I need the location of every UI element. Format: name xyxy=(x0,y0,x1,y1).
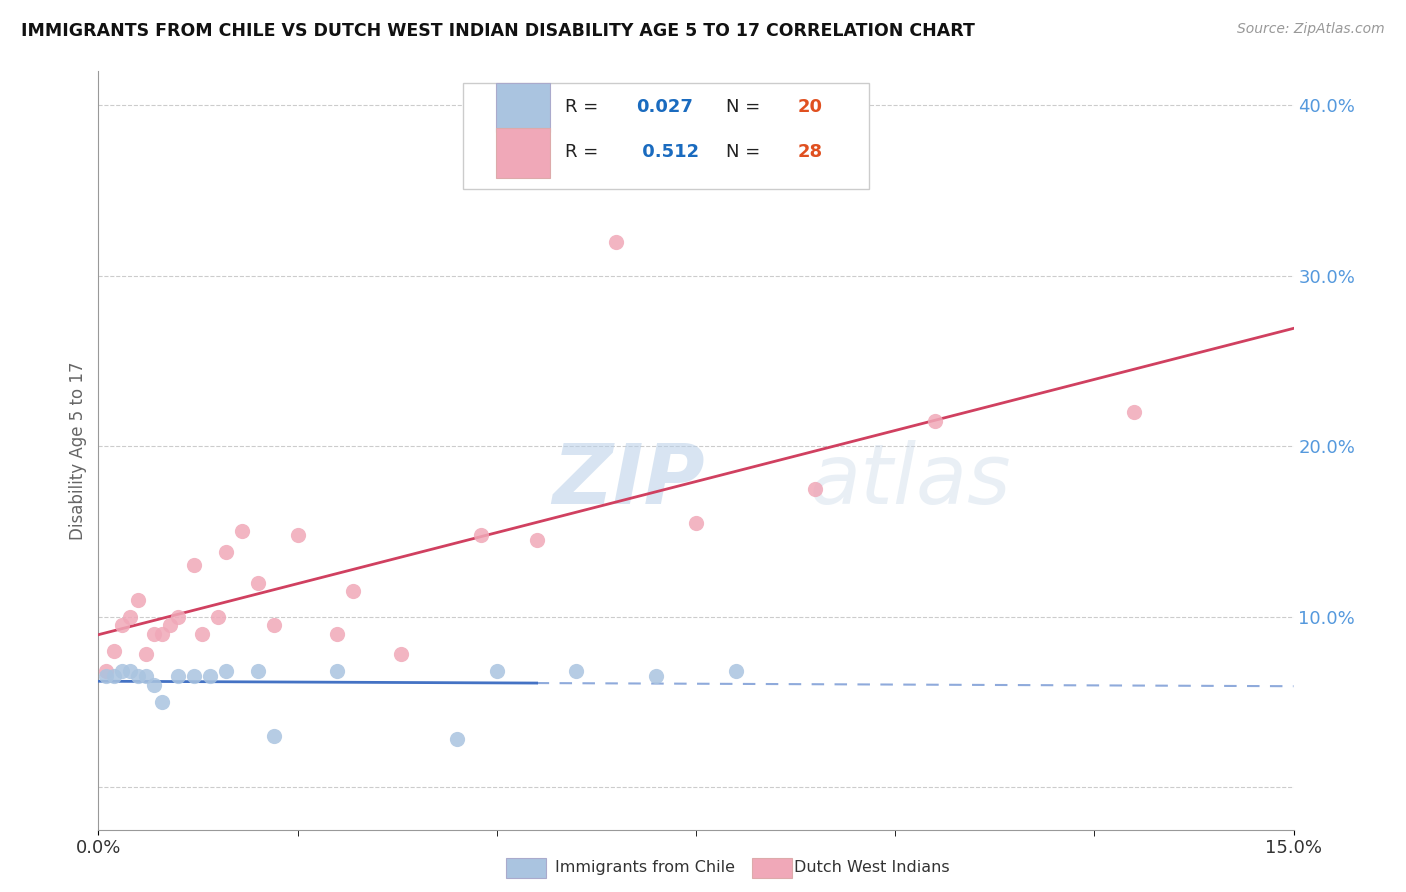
Point xyxy=(135,669,157,683)
Point xyxy=(326,664,349,678)
Point xyxy=(96,669,118,683)
Point xyxy=(287,528,309,542)
Text: Source: ZipAtlas.com: Source: ZipAtlas.com xyxy=(1237,22,1385,37)
Point xyxy=(526,533,548,547)
Point xyxy=(263,618,285,632)
Text: atlas: atlas xyxy=(810,441,1011,521)
Point xyxy=(389,647,412,661)
Point xyxy=(231,524,253,539)
Point xyxy=(150,626,173,640)
Point xyxy=(111,664,134,678)
FancyBboxPatch shape xyxy=(463,83,869,189)
Point xyxy=(167,609,190,624)
Point xyxy=(685,516,707,530)
Y-axis label: Disability Age 5 to 17: Disability Age 5 to 17 xyxy=(69,361,87,540)
Point xyxy=(167,669,190,683)
Point xyxy=(127,592,149,607)
Text: 20: 20 xyxy=(797,98,823,116)
Point xyxy=(143,678,166,692)
Point xyxy=(1123,405,1146,419)
Point xyxy=(342,584,364,599)
Point xyxy=(246,664,269,678)
Point xyxy=(565,664,588,678)
Text: N =: N = xyxy=(725,98,766,116)
Text: Dutch West Indians: Dutch West Indians xyxy=(794,860,950,874)
Text: IMMIGRANTS FROM CHILE VS DUTCH WEST INDIAN DISABILITY AGE 5 TO 17 CORRELATION CH: IMMIGRANTS FROM CHILE VS DUTCH WEST INDI… xyxy=(21,22,974,40)
Text: R =: R = xyxy=(565,144,603,161)
Point xyxy=(326,626,349,640)
Text: 0.027: 0.027 xyxy=(637,98,693,116)
Point xyxy=(143,626,166,640)
Point xyxy=(485,664,508,678)
Point xyxy=(605,235,627,249)
Point xyxy=(159,618,181,632)
Point xyxy=(246,575,269,590)
Point xyxy=(724,664,747,678)
Point xyxy=(470,528,492,542)
Point xyxy=(446,732,468,747)
Point xyxy=(135,647,157,661)
Point xyxy=(215,545,238,559)
Point xyxy=(111,618,134,632)
Text: ZIP: ZIP xyxy=(553,441,706,521)
Point xyxy=(103,643,125,657)
Point xyxy=(103,669,125,683)
Point xyxy=(207,609,229,624)
Point xyxy=(127,669,149,683)
Point xyxy=(96,664,118,678)
Point xyxy=(924,414,946,428)
Point xyxy=(120,609,142,624)
Point xyxy=(183,558,205,573)
Point xyxy=(150,695,173,709)
Text: Immigrants from Chile: Immigrants from Chile xyxy=(555,860,735,874)
Text: 28: 28 xyxy=(797,144,823,161)
Text: R =: R = xyxy=(565,98,603,116)
FancyBboxPatch shape xyxy=(496,128,550,178)
FancyBboxPatch shape xyxy=(496,83,550,132)
Text: 0.512: 0.512 xyxy=(637,144,699,161)
Point xyxy=(804,482,827,496)
Point xyxy=(215,664,238,678)
Text: N =: N = xyxy=(725,144,766,161)
Point xyxy=(183,669,205,683)
Point xyxy=(120,664,142,678)
Point xyxy=(645,669,668,683)
Point xyxy=(191,626,214,640)
Point xyxy=(263,729,285,743)
Point xyxy=(198,669,221,683)
